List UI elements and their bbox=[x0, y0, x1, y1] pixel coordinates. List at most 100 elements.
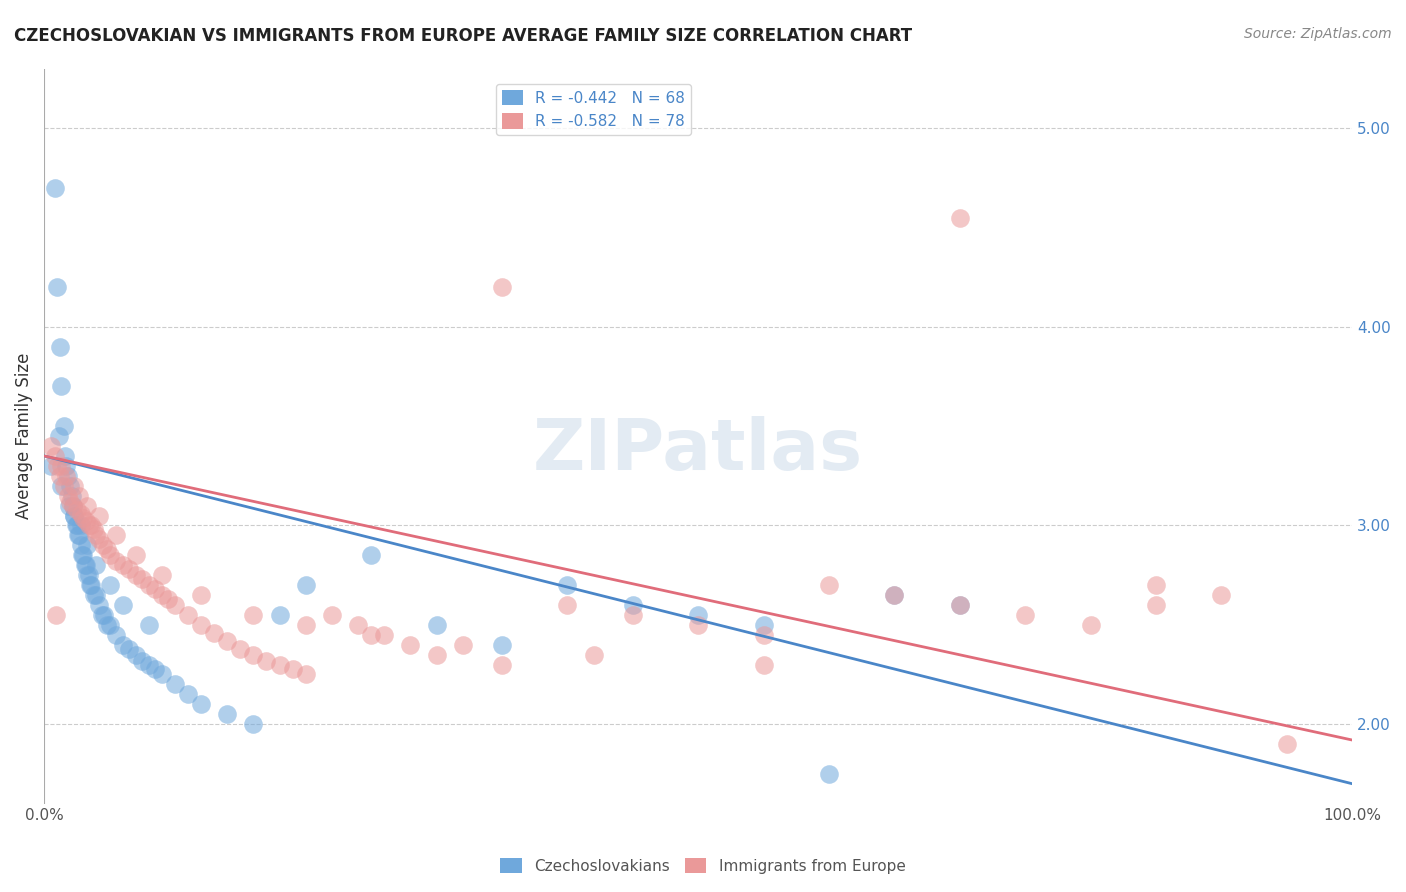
Point bbox=[1211, 588, 1233, 602]
Point bbox=[69, 538, 91, 552]
Point bbox=[83, 588, 105, 602]
Point bbox=[62, 499, 84, 513]
Point bbox=[118, 562, 141, 576]
Point bbox=[86, 588, 108, 602]
Point bbox=[202, 625, 225, 640]
Point bbox=[46, 280, 69, 294]
Point bbox=[87, 533, 110, 547]
Point bbox=[76, 568, 98, 582]
Point bbox=[111, 598, 134, 612]
Point bbox=[491, 638, 513, 652]
Point bbox=[86, 558, 108, 573]
Point bbox=[125, 568, 148, 582]
Point bbox=[242, 607, 264, 622]
Text: CZECHOSLOVAKIAN VS IMMIGRANTS FROM EUROPE AVERAGE FAMILY SIZE CORRELATION CHART: CZECHOSLOVAKIAN VS IMMIGRANTS FROM EUROP… bbox=[14, 27, 912, 45]
Point bbox=[131, 654, 153, 668]
Point bbox=[66, 518, 89, 533]
Point bbox=[118, 641, 141, 656]
Point bbox=[125, 648, 148, 662]
Point bbox=[190, 698, 212, 712]
Point bbox=[281, 661, 304, 675]
Point bbox=[177, 687, 200, 701]
Point bbox=[177, 607, 200, 622]
Point bbox=[143, 582, 166, 596]
Point bbox=[46, 458, 69, 473]
Point bbox=[138, 617, 160, 632]
Point bbox=[294, 578, 316, 592]
Point bbox=[75, 515, 97, 529]
Point bbox=[73, 558, 96, 573]
Point bbox=[269, 657, 291, 672]
Point bbox=[58, 499, 80, 513]
Point bbox=[70, 549, 93, 563]
Y-axis label: Average Family Size: Average Family Size bbox=[15, 353, 32, 519]
Point bbox=[752, 657, 775, 672]
Point bbox=[269, 607, 291, 622]
Point bbox=[76, 499, 98, 513]
Point bbox=[582, 648, 605, 662]
Point bbox=[229, 641, 252, 656]
Point bbox=[111, 638, 134, 652]
Point bbox=[48, 429, 70, 443]
Point bbox=[105, 628, 128, 642]
Point bbox=[688, 607, 710, 622]
Point bbox=[163, 598, 186, 612]
Point bbox=[242, 717, 264, 731]
Point bbox=[242, 648, 264, 662]
Point bbox=[150, 568, 173, 582]
Point bbox=[105, 528, 128, 542]
Point bbox=[1144, 578, 1167, 592]
Point bbox=[69, 518, 91, 533]
Point bbox=[56, 468, 79, 483]
Point bbox=[752, 628, 775, 642]
Point bbox=[818, 578, 841, 592]
Legend: R = -0.442   N = 68, R = -0.582   N = 78: R = -0.442 N = 68, R = -0.582 N = 78 bbox=[496, 84, 692, 136]
Point bbox=[86, 528, 108, 542]
Point bbox=[949, 211, 972, 225]
Point bbox=[752, 617, 775, 632]
Point bbox=[72, 510, 94, 524]
Point bbox=[49, 340, 72, 354]
Point bbox=[360, 549, 382, 563]
Point bbox=[65, 518, 87, 533]
Point bbox=[96, 542, 118, 557]
Point bbox=[125, 549, 148, 563]
Point bbox=[217, 633, 239, 648]
Point bbox=[399, 638, 422, 652]
Point bbox=[557, 598, 579, 612]
Point bbox=[105, 554, 128, 568]
Point bbox=[111, 558, 134, 573]
Point bbox=[55, 458, 77, 473]
Point bbox=[91, 538, 114, 552]
Point bbox=[96, 617, 118, 632]
Point bbox=[63, 508, 86, 523]
Point bbox=[1080, 617, 1102, 632]
Legend: Czechoslovakians, Immigrants from Europe: Czechoslovakians, Immigrants from Europe bbox=[495, 852, 911, 880]
Point bbox=[52, 419, 75, 434]
Point bbox=[150, 588, 173, 602]
Point bbox=[138, 657, 160, 672]
Point bbox=[143, 661, 166, 675]
Point bbox=[55, 468, 77, 483]
Point bbox=[883, 588, 905, 602]
Point bbox=[347, 617, 370, 632]
Point bbox=[77, 568, 100, 582]
Point bbox=[59, 479, 82, 493]
Text: ZIPatlas: ZIPatlas bbox=[533, 417, 863, 485]
Point bbox=[321, 607, 343, 622]
Point bbox=[360, 628, 382, 642]
Point bbox=[949, 598, 972, 612]
Point bbox=[69, 507, 91, 521]
Point bbox=[67, 528, 90, 542]
Point bbox=[63, 479, 86, 493]
Point bbox=[39, 439, 62, 453]
Point bbox=[77, 518, 100, 533]
Point bbox=[949, 598, 972, 612]
Point bbox=[67, 528, 90, 542]
Point bbox=[491, 280, 513, 294]
Point bbox=[190, 588, 212, 602]
Point bbox=[157, 592, 180, 607]
Point bbox=[98, 549, 121, 563]
Point bbox=[67, 489, 90, 503]
Point bbox=[1014, 607, 1036, 622]
